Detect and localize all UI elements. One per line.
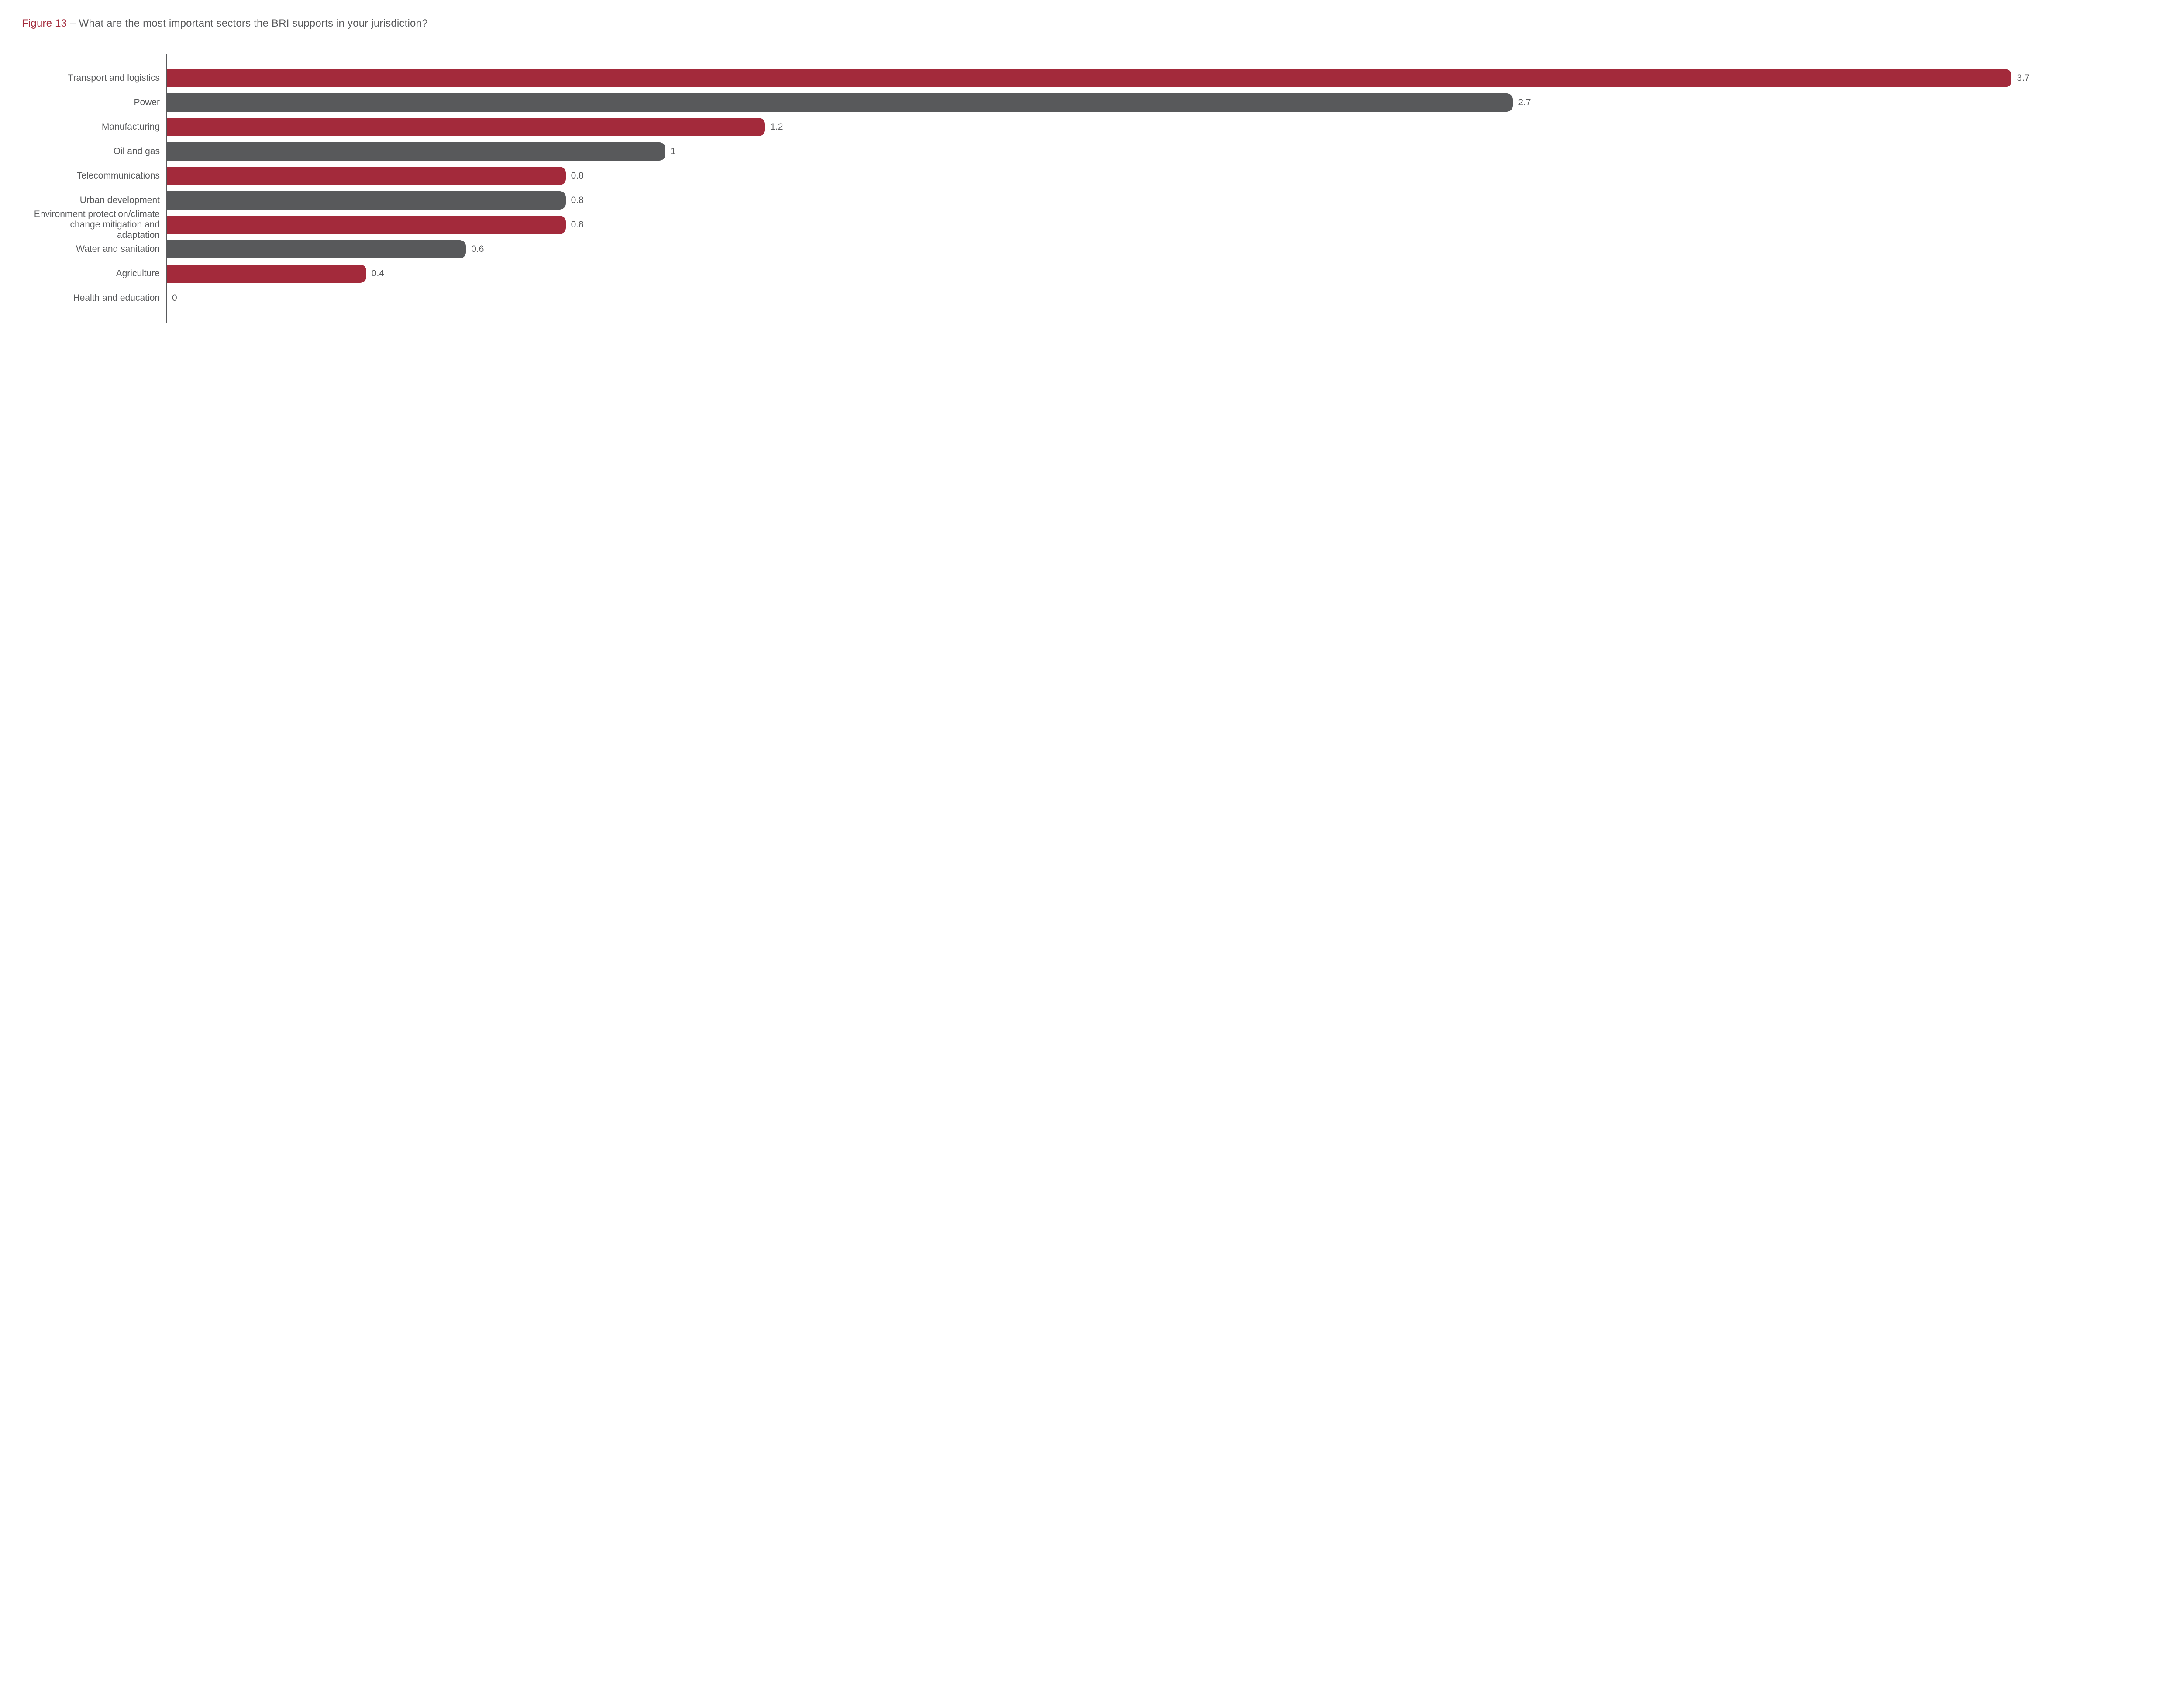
category-label: Power <box>31 97 166 108</box>
chart-row: Water and sanitation 0.6 <box>31 237 2161 261</box>
bar <box>167 191 566 210</box>
chart-row: Agriculture 0.4 <box>31 261 2161 286</box>
chart-row: Health and education 0 <box>31 286 2161 310</box>
bar <box>167 118 765 136</box>
chart-row: Transport and logistics 3.7 <box>31 66 2161 90</box>
chart-row: Urban development 0.8 <box>31 188 2161 213</box>
chart-row: Manufacturing 1.2 <box>31 115 2161 139</box>
bar <box>167 93 1513 112</box>
value-label: 0.8 <box>571 195 584 206</box>
bar-cell: 1.2 <box>167 115 2161 139</box>
bar-cell: 1 <box>167 139 2161 164</box>
chart-row: Power 2.7 <box>31 90 2161 115</box>
bar-chart: Transport and logistics 3.7 Power 2.7 Manufa… <box>31 54 2161 323</box>
bar-cell: 3.7 <box>167 66 2161 90</box>
bar-cell: 2.7 <box>167 90 2161 115</box>
value-label: 0 <box>172 293 177 303</box>
bar <box>167 265 366 283</box>
chart-container: Transport and logistics 3.7 Power 2.7 Manufa… <box>22 54 2161 323</box>
figure-number: Figure 13 <box>22 17 67 29</box>
bar-cell: 0.8 <box>167 164 2161 188</box>
chart-row: Telecommunications 0.8 <box>31 164 2161 188</box>
bar <box>167 69 2011 87</box>
category-label: Agriculture <box>31 268 166 279</box>
bar-cell: 0.8 <box>167 188 2161 213</box>
category-label: Water and sanitation <box>31 244 166 254</box>
bar <box>167 216 566 234</box>
value-label: 1 <box>671 146 676 157</box>
bar-cell: 0 <box>167 286 2161 310</box>
bar <box>167 167 566 185</box>
chart-rows: Transport and logistics 3.7 Power 2.7 Manufa… <box>31 54 2161 323</box>
chart-row: Environment protection/climate change mi… <box>31 213 2161 237</box>
value-label: 1.2 <box>770 122 783 132</box>
value-label: 2.7 <box>1518 97 1531 108</box>
value-label: 0.4 <box>372 268 384 279</box>
figure-question: What are the most important sectors the … <box>79 17 428 29</box>
figure-separator: – <box>67 17 79 29</box>
value-label: 0.6 <box>471 244 484 254</box>
category-label: Oil and gas <box>31 146 166 157</box>
value-label: 0.8 <box>571 220 584 230</box>
category-label: Environment protection/climate change mi… <box>31 209 166 241</box>
category-label: Transport and logistics <box>31 73 166 83</box>
bar-cell: 0.6 <box>167 237 2161 261</box>
bar-cell: 0.4 <box>167 261 2161 286</box>
value-label: 3.7 <box>2017 73 2029 83</box>
figure-title: Figure 13 – What are the most important … <box>22 17 2161 30</box>
bar <box>167 240 466 258</box>
category-label: Health and education <box>31 293 166 303</box>
category-label: Telecommunications <box>31 171 166 181</box>
value-label: 0.8 <box>571 171 584 181</box>
bar <box>167 142 665 161</box>
bar-cell: 0.8 <box>167 213 2161 237</box>
chart-row: Oil and gas 1 <box>31 139 2161 164</box>
category-label: Manufacturing <box>31 122 166 132</box>
category-label: Urban development <box>31 195 166 206</box>
